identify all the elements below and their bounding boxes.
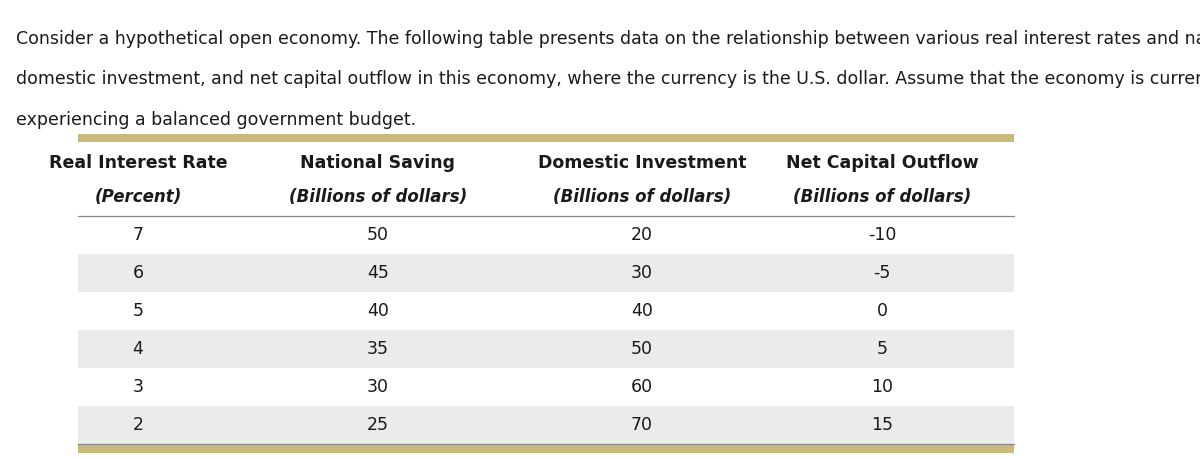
Text: 60: 60 — [631, 378, 653, 396]
Text: 20: 20 — [631, 226, 653, 244]
Bar — [78, 330, 1014, 368]
Text: 50: 50 — [367, 226, 389, 244]
Bar — [78, 134, 1014, 142]
Text: 3: 3 — [132, 378, 144, 396]
Text: 35: 35 — [367, 340, 389, 358]
Text: 6: 6 — [132, 264, 144, 282]
Bar — [78, 145, 1014, 216]
Text: 0: 0 — [876, 302, 888, 320]
Text: 5: 5 — [876, 340, 888, 358]
Text: -5: -5 — [874, 264, 890, 282]
Bar — [78, 444, 1014, 453]
Bar — [78, 254, 1014, 292]
Text: 15: 15 — [871, 416, 893, 434]
Bar — [78, 216, 1014, 254]
Text: 7: 7 — [132, 226, 144, 244]
Text: (Percent): (Percent) — [95, 188, 181, 206]
Text: Consider a hypothetical open economy. The following table presents data on the r: Consider a hypothetical open economy. Th… — [16, 30, 1200, 48]
Text: Net Capital Outflow: Net Capital Outflow — [786, 154, 978, 172]
Text: (Billions of dollars): (Billions of dollars) — [289, 188, 467, 206]
Text: experiencing a balanced government budget.: experiencing a balanced government budge… — [16, 111, 415, 129]
Text: 5: 5 — [132, 302, 144, 320]
Text: 40: 40 — [631, 302, 653, 320]
Text: National Saving: National Saving — [300, 154, 456, 172]
Text: 25: 25 — [367, 416, 389, 434]
Bar — [78, 368, 1014, 406]
Text: 30: 30 — [631, 264, 653, 282]
Text: 4: 4 — [132, 340, 144, 358]
Text: 45: 45 — [367, 264, 389, 282]
Text: 40: 40 — [367, 302, 389, 320]
Text: 70: 70 — [631, 416, 653, 434]
Text: (Billions of dollars): (Billions of dollars) — [793, 188, 971, 206]
Text: 2: 2 — [132, 416, 144, 434]
Text: (Billions of dollars): (Billions of dollars) — [553, 188, 731, 206]
Text: Domestic Investment: Domestic Investment — [538, 154, 746, 172]
Bar — [78, 292, 1014, 330]
Bar — [78, 406, 1014, 444]
Text: 10: 10 — [871, 378, 893, 396]
Text: 50: 50 — [631, 340, 653, 358]
Text: -10: -10 — [868, 226, 896, 244]
Text: 30: 30 — [367, 378, 389, 396]
Text: domestic investment, and net capital outflow in this economy, where the currency: domestic investment, and net capital out… — [16, 70, 1200, 88]
Text: Real Interest Rate: Real Interest Rate — [49, 154, 227, 172]
